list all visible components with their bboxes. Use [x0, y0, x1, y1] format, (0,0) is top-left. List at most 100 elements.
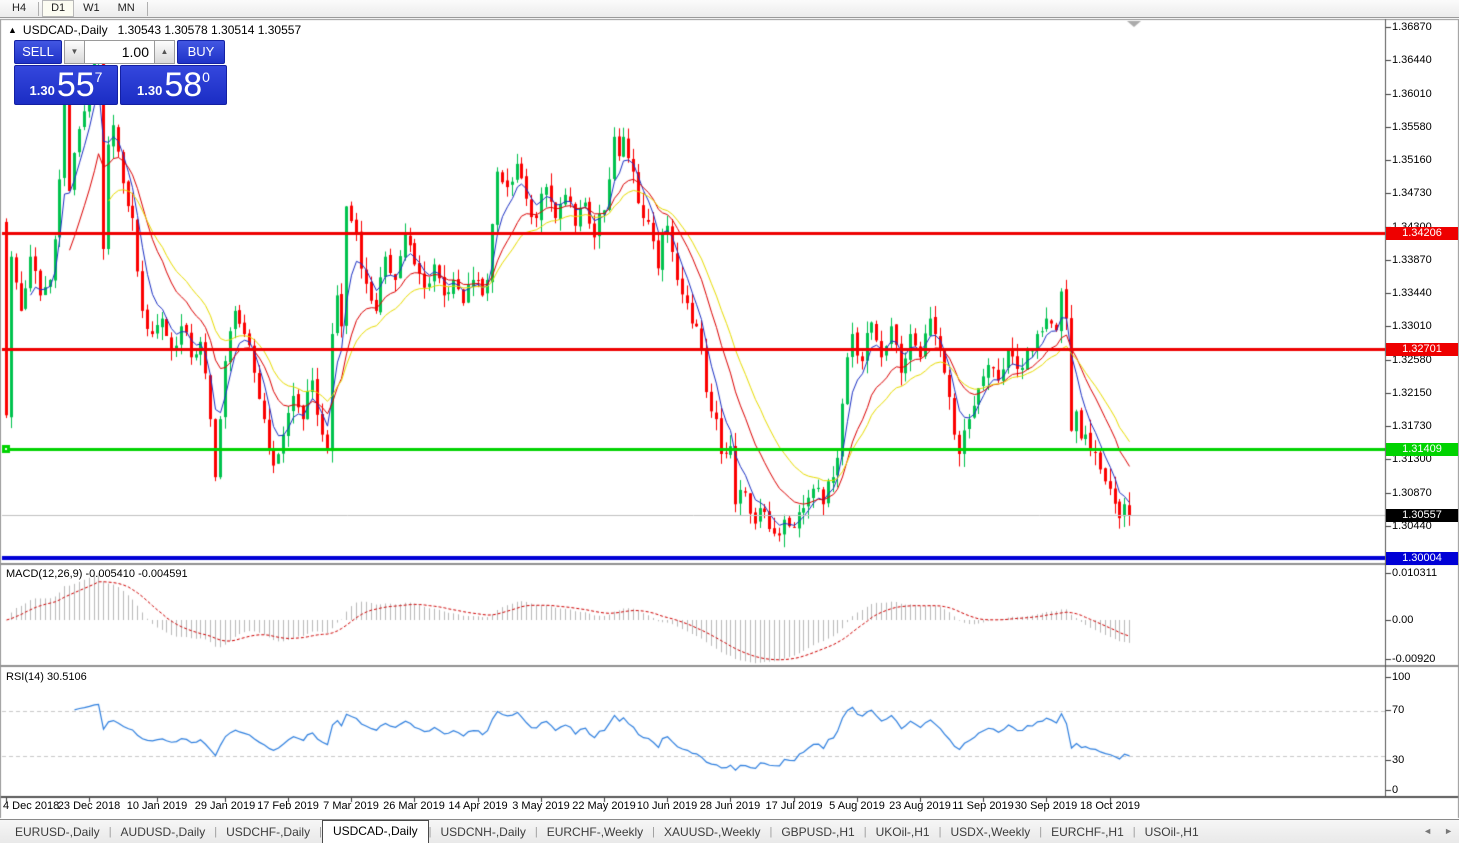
bid-price-prefix: 1.30 [29, 83, 55, 98]
date-tick-label: 4 Dec 2018 [3, 800, 60, 812]
volume-decrease-button[interactable]: ▼ [64, 40, 85, 64]
date-tick-label: 29 Jan 2019 [194, 800, 256, 812]
bid-price-point: 7 [94, 69, 103, 85]
ask-price-point: 0 [202, 69, 210, 85]
chart-tab-audusd-daily[interactable]: AUDUSD-,Daily [120, 825, 206, 839]
price-tick-label: 1.30440 [1392, 520, 1432, 532]
rsi-value: 30.5106 [46, 671, 87, 683]
chart-tab-eurchf-h1[interactable]: EURCHF-,H1 [1051, 825, 1124, 839]
chart-tab-usdx-weekly[interactable]: USDX-,Weekly [950, 825, 1031, 839]
date-tick-label: 22 May 2019 [572, 800, 636, 812]
chart-ohlc-values: 1.30543 1.30578 1.30514 1.30557 [117, 23, 302, 37]
chart-tab-usoil-h1[interactable]: USOil-,H1 [1144, 825, 1199, 839]
tab-separator: | [534, 826, 538, 838]
price-tick-label: 1.36440 [1392, 54, 1432, 66]
tab-separator: | [769, 826, 773, 838]
chart-tab-eurchf-weekly[interactable]: EURCHF-,Weekly [546, 825, 644, 839]
chart-tab-usdcad-daily[interactable]: USDCAD-,Daily [321, 820, 429, 843]
timeframe-tab-mn[interactable]: MN [117, 2, 135, 14]
date-tick-label: 28 Jun 2019 [699, 800, 761, 812]
price-tick-label: 1.33440 [1392, 287, 1432, 299]
sell-button[interactable]: SELL [14, 40, 62, 64]
toolbar-separator [38, 1, 40, 16]
chart-symbol-period: USDCAD-,Daily [22, 23, 108, 37]
date-tick-label: 26 Mar 2019 [383, 800, 445, 812]
date-tick-label: 17 Feb 2019 [257, 800, 319, 812]
level-price-badge: 1.32701 [1386, 343, 1458, 356]
tab-scroll-left-icon[interactable]: ◄ [1423, 826, 1433, 836]
chart-tab-gbpusd-h1[interactable]: GBPUSD-,H1 [781, 825, 855, 839]
ask-quote-button[interactable]: 1.30 58 0 [120, 65, 227, 105]
chart-tab-eurusd-daily[interactable]: EURUSD-,Daily [15, 825, 100, 839]
macd-tick-label: -0.00920 [1392, 653, 1436, 665]
macd-tick-label: 0.010311 [1392, 567, 1438, 579]
ask-price-pips: 58 [164, 66, 203, 104]
price-tick-label: 1.32150 [1392, 387, 1432, 399]
tab-scroll-right-icon[interactable]: ► [1444, 826, 1453, 836]
chart-title: ▲ USDCAD-,Daily 1.30543 1.30578 1.30514 1.… [8, 23, 301, 37]
rsi-params: RSI(14) [6, 671, 44, 683]
level-price-badge: 1.30004 [1386, 552, 1458, 565]
one-click-trade-panel: SELL ▼ ▲ BUY 1.30 55 7 1.30 58 0 [14, 40, 227, 105]
tab-separator: | [428, 826, 432, 838]
date-tick-label: 23 Aug 2019 [889, 800, 951, 812]
date-tick-label: 23 Dec 2018 [57, 800, 121, 812]
rsi-tick-label: 70 [1392, 704, 1405, 716]
date-tick-label: 14 Apr 2019 [448, 800, 508, 812]
price-tick-label: 1.35160 [1392, 154, 1432, 166]
price-tick-label: 1.33870 [1392, 254, 1432, 266]
rsi-tick-label: 100 [1392, 671, 1411, 683]
chart-tab-usdcnh-daily[interactable]: USDCNH-,Daily [440, 825, 526, 839]
toolbar-separator [146, 1, 148, 16]
chart-tab-ukoil-h1[interactable]: UKOil-,H1 [875, 825, 930, 839]
date-tick-label: 5 Aug 2019 [829, 800, 885, 812]
price-tick-label: 1.31300 [1392, 453, 1432, 465]
tab-separator: | [319, 826, 322, 838]
price-tick-label: 1.35580 [1392, 121, 1432, 133]
macd-values: -0.005410 -0.004591 [85, 568, 188, 580]
price-tick-label: 1.32580 [1392, 354, 1432, 366]
timeframe-tab-w1[interactable]: W1 [83, 2, 100, 14]
date-tick-label: 10 Jan 2019 [126, 800, 188, 812]
tab-separator: | [108, 826, 112, 838]
rsi-tick-label: 30 [1392, 754, 1405, 766]
tab-separator: | [938, 826, 942, 838]
timeframe-tab-d1[interactable]: D1 [42, 0, 75, 17]
bid-quote-button[interactable]: 1.30 55 7 [14, 65, 118, 105]
date-tick-label: 17 Jul 2019 [765, 800, 823, 812]
chart-tab-xauusd-weekly[interactable]: XAUUSD-,Weekly [664, 825, 761, 839]
level-price-badge: 1.31409 [1386, 443, 1458, 456]
timeframe-tab-h4[interactable]: H4 [12, 2, 27, 14]
date-tick-label: 10 Jun 2019 [636, 800, 698, 812]
rsi-tick-label: 0 [1392, 784, 1399, 796]
price-tick-label: 1.34730 [1392, 187, 1432, 199]
price-tick-label: 1.36870 [1392, 21, 1432, 33]
ask-price-prefix: 1.30 [137, 83, 163, 98]
volume-increase-button[interactable]: ▲ [154, 40, 175, 64]
level-price-badge: 1.34206 [1386, 227, 1458, 240]
tab-separator: | [652, 826, 656, 838]
current-price-badge: 1.30557 [1386, 509, 1458, 522]
macd-indicator-label: MACD(12,26,9) -0.005410 -0.004591 [6, 568, 188, 580]
macd-params: MACD(12,26,9) [6, 568, 83, 580]
tab-separator: | [1039, 826, 1043, 838]
date-tick-label: 30 Sep 2019 [1014, 800, 1078, 812]
date-tick-label: 11 Sep 2019 [952, 800, 1014, 812]
date-tick-label: 18 Oct 2019 [1080, 800, 1140, 812]
volume-input[interactable] [85, 40, 154, 64]
symbol-marker-icon: ▲ [8, 25, 17, 35]
bid-price-pips: 55 [56, 66, 95, 104]
price-tick-label: 1.36010 [1392, 88, 1432, 100]
tab-separator: | [214, 826, 218, 838]
price-tick-label: 1.30870 [1392, 487, 1432, 499]
macd-tick-label: 0.00 [1392, 614, 1414, 626]
buy-button[interactable]: BUY [177, 40, 225, 64]
tab-separator: | [1132, 826, 1136, 838]
price-tick-label: 1.33010 [1392, 320, 1432, 332]
tab-separator: | [863, 826, 867, 838]
chart-tab-usdchf-daily[interactable]: USDCHF-,Daily [226, 825, 311, 839]
tab-scroll-nav: ◄ ► [1423, 826, 1453, 836]
date-tick-label: 7 Mar 2019 [323, 800, 379, 812]
